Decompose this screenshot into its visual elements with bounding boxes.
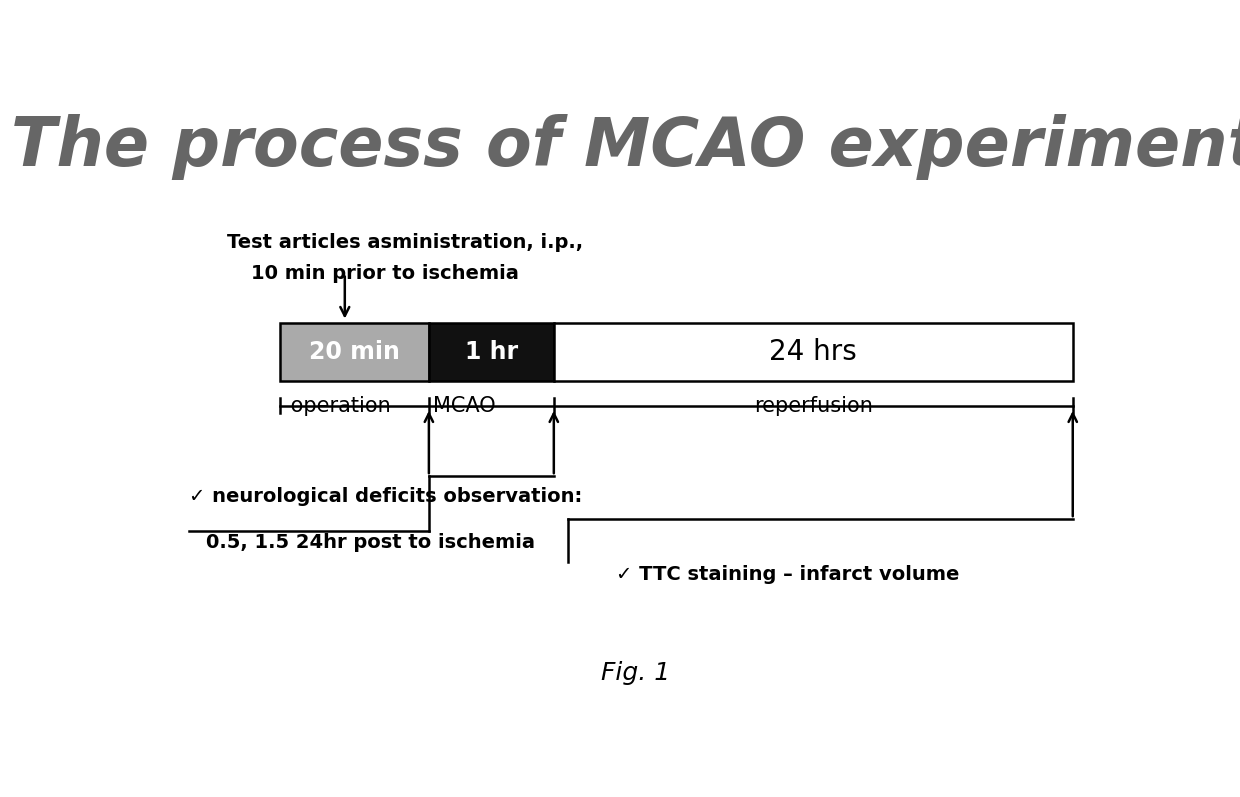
Bar	[280, 323, 429, 381]
Text: MCAO: MCAO	[433, 395, 495, 415]
Text: reperfusion: reperfusion	[754, 395, 873, 415]
Text: Test articles asministration, i.p.,: Test articles asministration, i.p.,	[227, 234, 583, 252]
Text: 1 hr: 1 hr	[465, 340, 518, 364]
Text: 0.5, 1.5 24hr post to ischemia: 0.5, 1.5 24hr post to ischemia	[206, 533, 534, 552]
Text: 24 hrs: 24 hrs	[769, 338, 857, 366]
Text: Fig. 1: Fig. 1	[601, 661, 670, 685]
Text: 20 min: 20 min	[309, 340, 399, 364]
Text: ✓ TTC staining – infarct volume: ✓ TTC staining – infarct volume	[616, 565, 960, 584]
Text: ✓ neurological deficits observation:: ✓ neurological deficits observation:	[188, 487, 582, 505]
Text: The process of MCAO experiment: The process of MCAO experiment	[11, 114, 1240, 180]
Bar	[429, 323, 554, 381]
Text: 10 min prior to ischemia: 10 min prior to ischemia	[250, 264, 520, 283]
Bar	[554, 323, 1073, 381]
Text: operation: operation	[284, 395, 391, 415]
